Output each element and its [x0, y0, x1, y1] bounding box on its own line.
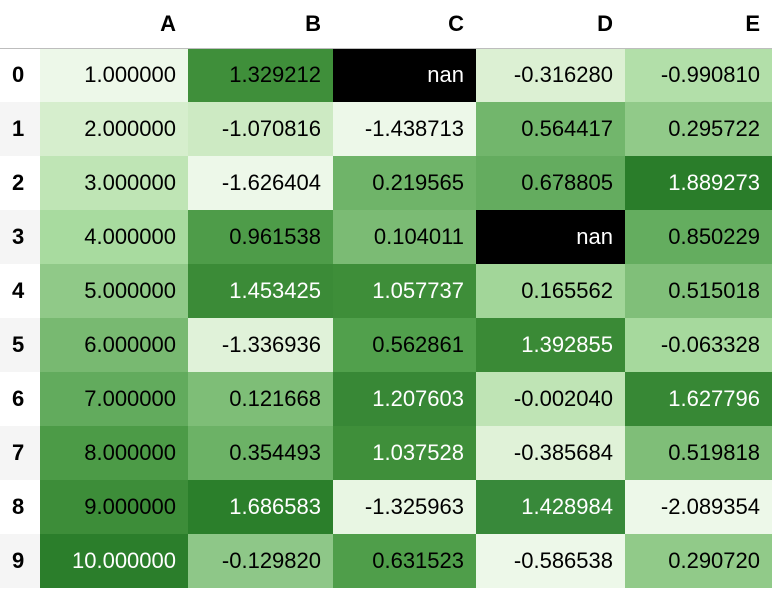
cell-d: -0.385684: [476, 426, 625, 480]
cell-e: 0.519818: [625, 426, 772, 480]
cell-e: 0.515018: [625, 264, 772, 318]
cell-e: 1.889273: [625, 156, 772, 210]
column-header-a: A: [40, 0, 188, 49]
cell-b: 0.354493: [188, 426, 333, 480]
cell-b: -1.626404: [188, 156, 333, 210]
cell-d: 0.165562: [476, 264, 625, 318]
row-index-label: 4: [0, 264, 40, 318]
cell-d: 0.678805: [476, 156, 625, 210]
table-row: 1 2.000000 -1.070816 -1.438713 0.564417 0.295…: [0, 102, 772, 156]
cell-e: 0.295722: [625, 102, 772, 156]
cell-a: 8.000000: [40, 426, 188, 480]
cell-e: 0.850229: [625, 210, 772, 264]
cell-a: 3.000000: [40, 156, 188, 210]
cell-d: -0.002040: [476, 372, 625, 426]
cell-a: 10.000000: [40, 534, 188, 588]
cell-e: 1.627796: [625, 372, 772, 426]
table-row: 9 10.000000 -0.129820 0.631523 -0.586538 0.29…: [0, 534, 772, 588]
cell-e: 0.290720: [625, 534, 772, 588]
index-header-corner: [0, 0, 40, 49]
cell-c: -1.438713: [333, 102, 476, 156]
cell-b: 1.329212: [188, 48, 333, 102]
cell-b: -1.070816: [188, 102, 333, 156]
cell-e: -2.089354: [625, 480, 772, 534]
cell-a: 9.000000: [40, 480, 188, 534]
cell-b: -1.336936: [188, 318, 333, 372]
cell-c: 1.037528: [333, 426, 476, 480]
cell-b: 1.453425: [188, 264, 333, 318]
table-row: 6 7.000000 0.121668 1.207603 -0.002040 1.6277…: [0, 372, 772, 426]
table-row: 7 8.000000 0.354493 1.037528 -0.385684 0.5198…: [0, 426, 772, 480]
cell-c: 1.207603: [333, 372, 476, 426]
cell-a: 6.000000: [40, 318, 188, 372]
cell-a: 1.000000: [40, 48, 188, 102]
cell-c: -1.325963: [333, 480, 476, 534]
header-row: A B C D E: [0, 0, 772, 49]
row-index-label: 3: [0, 210, 40, 264]
cell-a: 2.000000: [40, 102, 188, 156]
row-index-label: 6: [0, 372, 40, 426]
table-row: 4 5.000000 1.453425 1.057737 0.165562 0.51501…: [0, 264, 772, 318]
cell-b: 0.121668: [188, 372, 333, 426]
cell-c: 0.562861: [333, 318, 476, 372]
table-row: 2 3.000000 -1.626404 0.219565 0.678805 1.8892…: [0, 156, 772, 210]
cell-a: 4.000000: [40, 210, 188, 264]
table-row: 5 6.000000 -1.336936 0.562861 1.392855 -0.063…: [0, 318, 772, 372]
cell-e: -0.990810: [625, 48, 772, 102]
table-header: A B C D E: [0, 0, 772, 49]
row-index-label: 9: [0, 534, 40, 588]
row-index-label: 1: [0, 102, 40, 156]
cell-d: 1.428984: [476, 480, 625, 534]
cell-b: 0.961538: [188, 210, 333, 264]
cell-d: 0.564417: [476, 102, 625, 156]
row-index-label: 7: [0, 426, 40, 480]
cell-d: -0.586538: [476, 534, 625, 588]
cell-c: 1.057737: [333, 264, 476, 318]
table-row: 0 1.000000 1.329212 nan -0.316280 -0.990810: [0, 48, 772, 102]
column-header-c: C: [333, 0, 476, 49]
cell-b: -0.129820: [188, 534, 333, 588]
cell-e: -0.063328: [625, 318, 772, 372]
row-index-label: 5: [0, 318, 40, 372]
row-index-label: 0: [0, 48, 40, 102]
cell-a: 7.000000: [40, 372, 188, 426]
cell-a: 5.000000: [40, 264, 188, 318]
cell-c: 0.104011: [333, 210, 476, 264]
cell-c: 0.219565: [333, 156, 476, 210]
cell-d: 1.392855: [476, 318, 625, 372]
row-index-label: 2: [0, 156, 40, 210]
cell-c: nan: [333, 48, 476, 102]
column-header-e: E: [625, 0, 772, 49]
cell-b: 1.686583: [188, 480, 333, 534]
cell-d: nan: [476, 210, 625, 264]
styled-dataframe-table: A B C D E 0 1.000000 1.329212 nan -0.316280-…: [0, 0, 772, 588]
row-index-label: 8: [0, 480, 40, 534]
table-row: 3 4.000000 0.961538 0.104011 nan 0.850229: [0, 210, 772, 264]
cell-c: 0.631523: [333, 534, 476, 588]
column-header-d: D: [476, 0, 625, 49]
table-row: 8 9.000000 1.686583 -1.325963 1.428984 -2.089…: [0, 480, 772, 534]
table-body: 0 1.000000 1.329212 nan -0.316280 -0.990810 1 2…: [0, 48, 772, 588]
column-header-b: B: [188, 0, 333, 49]
cell-d: -0.316280: [476, 48, 625, 102]
